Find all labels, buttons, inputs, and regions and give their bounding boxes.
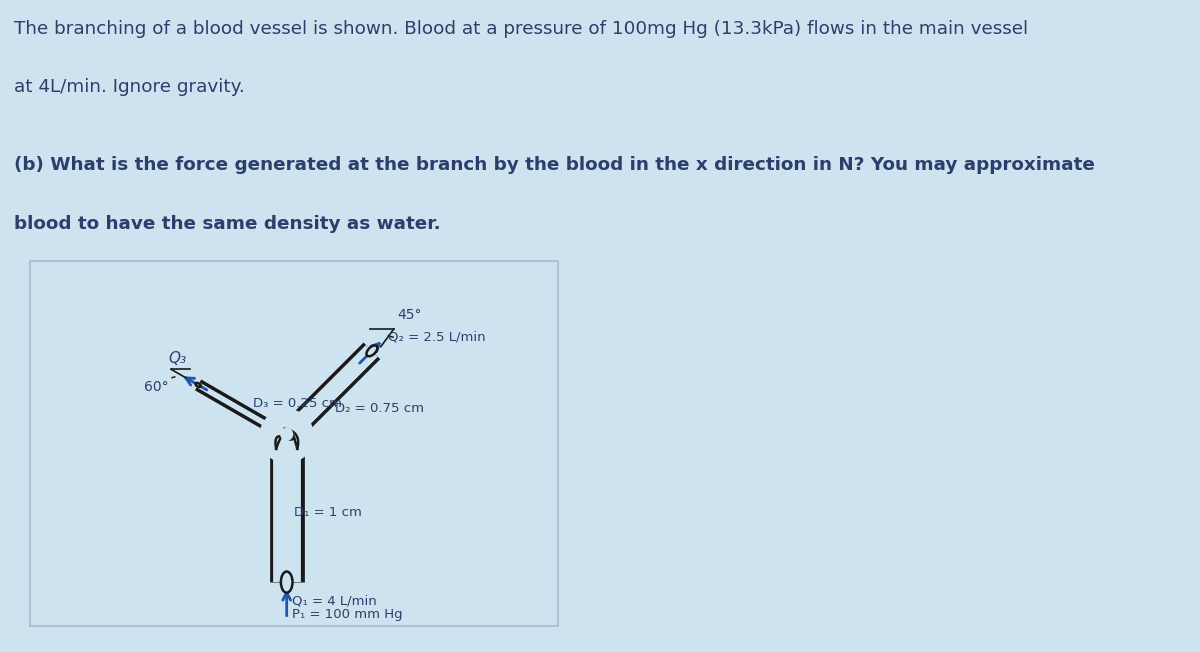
Text: D₃ = 0.25 cm: D₃ = 0.25 cm [253,396,342,409]
Circle shape [259,409,314,464]
Text: blood to have the same density as water.: blood to have the same density as water. [14,215,442,233]
Circle shape [280,428,293,441]
Ellipse shape [196,383,200,387]
Text: Q₂ = 2.5 L/min: Q₂ = 2.5 L/min [388,331,486,344]
Text: Q₁ = 4 L/min: Q₁ = 4 L/min [292,595,377,608]
Text: at 4L/min. Ignore gravity.: at 4L/min. Ignore gravity. [14,78,245,96]
Ellipse shape [281,572,293,593]
Text: The branching of a blood vessel is shown. Blood at a pressure of 100mg Hg (13.3k: The branching of a blood vessel is shown… [14,20,1028,38]
Text: (b) What is the force generated at the branch by the blood in the x direction in: (b) What is the force generated at the b… [14,156,1096,175]
Text: P₁ = 100 mm Hg: P₁ = 100 mm Hg [292,608,403,621]
Text: D₁ = 1 cm: D₁ = 1 cm [294,506,362,519]
Text: Q₃: Q₃ [168,351,186,366]
Text: 45°: 45° [397,308,422,322]
Text: D₂ = 0.75 cm: D₂ = 0.75 cm [335,402,424,415]
Ellipse shape [366,346,377,356]
Text: 60°: 60° [144,380,168,394]
